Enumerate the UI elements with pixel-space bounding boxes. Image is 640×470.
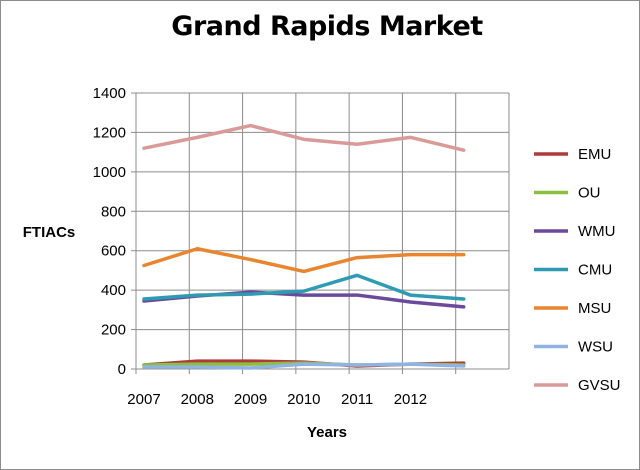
- x-tick-label: 2008: [181, 391, 214, 408]
- series-lines: [142, 123, 466, 370]
- y-axis-label: FTIACs: [23, 224, 76, 241]
- y-tick-label: 0: [118, 361, 126, 378]
- y-tick-label: 600: [101, 243, 126, 260]
- legend: EMU OU WMU CMU MSU WSU GVSU: [534, 146, 621, 394]
- y-tick-label: 1400: [93, 85, 126, 102]
- series-line-gvsu: [142, 123, 466, 152]
- x-tick-label: 2009: [234, 391, 267, 408]
- x-tick-labels: 2007 2008 2009 2010 2011 2012: [127, 391, 427, 408]
- chart-title: Grand Rapids Market: [171, 11, 483, 42]
- legend-label-wmu: WMU: [578, 223, 616, 240]
- legend-label-cmu: CMU: [578, 262, 612, 279]
- legend-label-emu: EMU: [578, 146, 611, 163]
- axes: [131, 92, 509, 374]
- legend-label-msu: MSU: [578, 300, 611, 317]
- y-tick-label: 800: [101, 203, 126, 220]
- gridlines: [136, 92, 510, 369]
- x-tick-label: 2010: [287, 391, 320, 408]
- legend-label-ou: OU: [578, 185, 601, 202]
- series-line-wsu: [142, 362, 466, 370]
- series-line-cmu: [142, 273, 466, 301]
- y-tick-label: 1200: [93, 124, 126, 141]
- y-tick-label: 400: [101, 282, 126, 299]
- x-tick-label: 2011: [341, 391, 373, 408]
- series-line-msu: [142, 246, 466, 274]
- legend-label-wsu: WSU: [578, 339, 613, 356]
- y-tick-label: 200: [101, 322, 126, 339]
- y-tick-labels: 0 200 400 600 800 1000 1200 1400: [93, 85, 126, 378]
- x-tick-label: 2007: [127, 391, 160, 408]
- y-tick-label: 1000: [93, 164, 126, 181]
- legend-label-gvsu: GVSU: [578, 377, 621, 394]
- x-axis-label: Years: [307, 424, 347, 441]
- x-tick-label: 2012: [394, 391, 427, 408]
